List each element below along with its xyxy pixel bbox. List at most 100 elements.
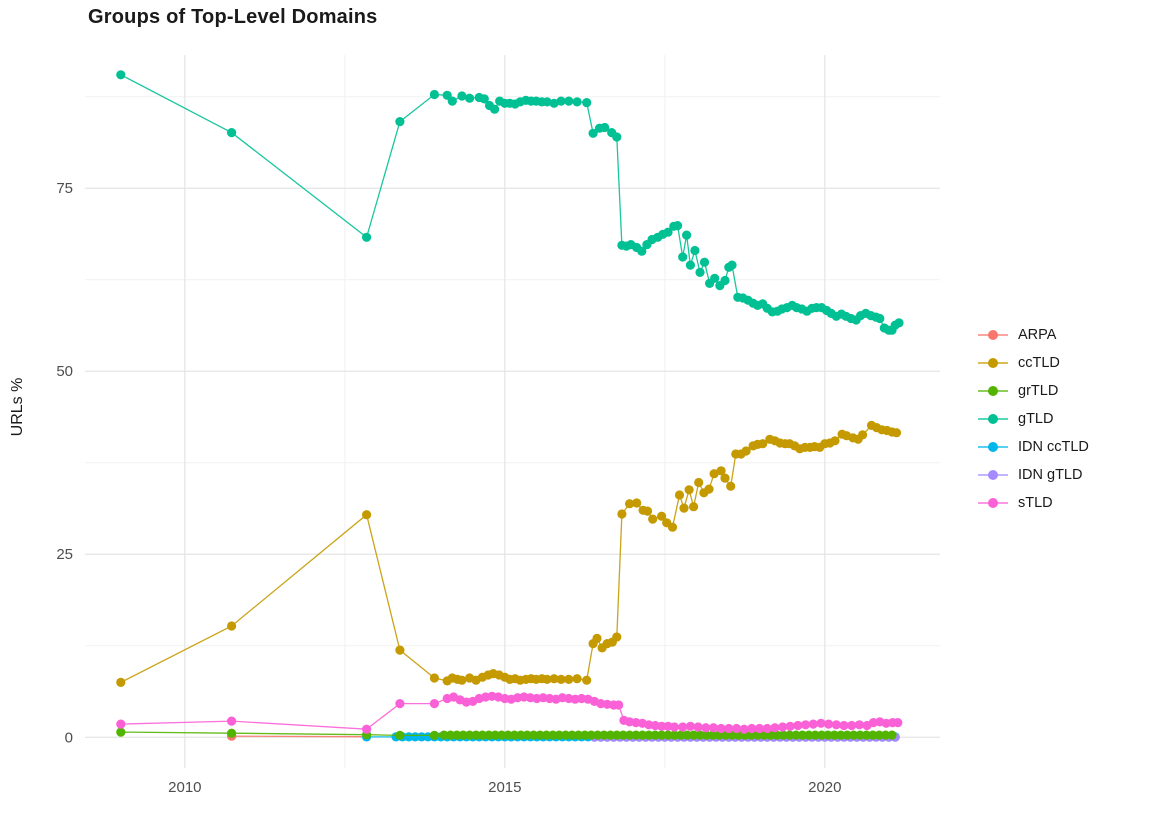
data-point-stld <box>429 699 439 709</box>
data-point-gtld <box>362 232 372 242</box>
data-point-cctld <box>684 485 694 495</box>
data-point-cctld <box>362 510 372 520</box>
data-point-grtld <box>708 730 718 740</box>
data-point-grtld <box>618 730 628 740</box>
data-point-cctld <box>694 477 704 488</box>
data-point-grtld <box>772 730 782 740</box>
data-point-stld <box>770 723 780 733</box>
data-point-grtld <box>484 730 494 740</box>
data-point-grtld <box>567 730 577 740</box>
data-point-cctld <box>549 674 559 684</box>
data-point-cctld <box>741 446 751 456</box>
legend-item-idn-cctld: IDN ccTLD <box>978 433 1089 461</box>
data-point-stld <box>657 721 667 731</box>
y-tick-label: 75 <box>56 180 73 197</box>
data-point-cctld <box>592 633 602 644</box>
data-point-grtld <box>439 730 449 740</box>
legend-label: sTLD <box>1018 495 1053 511</box>
data-point-gtld <box>682 230 692 240</box>
legend-item-gtld: gTLD <box>978 405 1089 433</box>
x-tick-label: 2020 <box>808 779 841 796</box>
data-point-cctld <box>709 469 719 479</box>
data-point-gtld <box>690 245 700 256</box>
data-point-gtld <box>710 273 720 283</box>
data-point-gtld <box>429 89 439 100</box>
y-tick-label: 50 <box>56 363 73 380</box>
data-point-grtld <box>573 730 584 740</box>
data-point-cctld <box>556 674 566 685</box>
data-point-stld <box>739 724 749 734</box>
data-point-stld <box>685 721 696 731</box>
data-point-grtld <box>842 730 852 740</box>
data-point-grtld <box>522 730 532 740</box>
data-point-stld <box>762 723 772 734</box>
data-point-cctld <box>617 509 627 519</box>
data-point-cctld <box>116 677 126 688</box>
data-point-grtld <box>874 730 884 740</box>
series-line-gtld <box>120 74 900 331</box>
legend-label: gTLD <box>1018 411 1054 427</box>
data-point-stld <box>693 722 703 732</box>
data-point-grtld <box>785 730 795 740</box>
legend-item-grtld: grTLD <box>978 377 1089 405</box>
legend-item-stld: sTLD <box>978 489 1089 517</box>
data-point-gtld <box>673 221 683 231</box>
data-point-gtld <box>457 91 467 101</box>
data-point-gtld <box>227 128 237 138</box>
data-point-grtld <box>861 730 872 740</box>
data-point-grtld <box>631 730 641 740</box>
data-point-grtld <box>637 730 648 740</box>
data-point-stld <box>678 722 688 732</box>
data-point-cctld <box>830 436 840 446</box>
data-point-gtld <box>663 227 673 237</box>
data-point-idn-cctld <box>410 732 420 742</box>
data-point-grtld <box>746 730 756 740</box>
data-point-stld <box>362 724 372 734</box>
data-point-gtld <box>447 96 457 106</box>
data-point-cctld <box>642 506 653 516</box>
legend-label: IDN gTLD <box>1018 467 1083 483</box>
legend-label: grTLD <box>1018 383 1059 399</box>
data-point-gtld <box>116 70 126 80</box>
data-point-cctld <box>625 499 635 509</box>
data-point-grtld <box>509 730 519 740</box>
data-point-gtld <box>490 104 500 114</box>
data-point-grtld <box>682 730 692 740</box>
data-point-stld <box>778 722 788 732</box>
data-point-stld <box>854 720 865 730</box>
legend-item-idn-gtld: IDN gTLD <box>978 461 1089 489</box>
chart-title: Groups of Top-Level Domains <box>88 6 378 28</box>
data-point-stld <box>747 723 757 734</box>
data-point-grtld <box>778 730 788 740</box>
data-point-stld <box>785 721 795 731</box>
data-point-grtld <box>836 730 846 740</box>
data-point-grtld <box>465 730 475 740</box>
data-point-gtld <box>479 94 489 104</box>
data-point-grtld <box>817 730 827 740</box>
data-point-gtld <box>582 98 592 108</box>
data-point-gtld <box>727 260 737 270</box>
data-point-cctld <box>674 490 685 500</box>
data-point-grtld <box>823 730 833 740</box>
legend-label: IDN ccTLD <box>1018 439 1089 455</box>
data-point-grtld <box>561 730 571 740</box>
data-point-grtld <box>503 730 513 740</box>
data-point-grtld <box>477 730 487 740</box>
data-point-gtld <box>572 97 582 107</box>
data-point-idn-cctld <box>404 732 414 742</box>
data-point-grtld <box>599 730 609 740</box>
legend-key-icon <box>978 357 1008 369</box>
data-point-gtld <box>549 98 559 108</box>
data-point-stld <box>395 699 405 709</box>
data-point-stld <box>724 723 734 734</box>
data-point-grtld <box>676 730 686 740</box>
legend-key-icon <box>978 469 1008 481</box>
data-point-grtld <box>529 730 539 740</box>
data-point-grtld <box>471 730 481 740</box>
y-tick-label: 0 <box>65 729 73 746</box>
data-point-grtld <box>535 730 545 740</box>
data-point-grtld <box>663 730 673 740</box>
data-point-grtld <box>804 730 814 740</box>
data-point-grtld <box>855 730 865 740</box>
data-point-cctld <box>429 673 439 683</box>
